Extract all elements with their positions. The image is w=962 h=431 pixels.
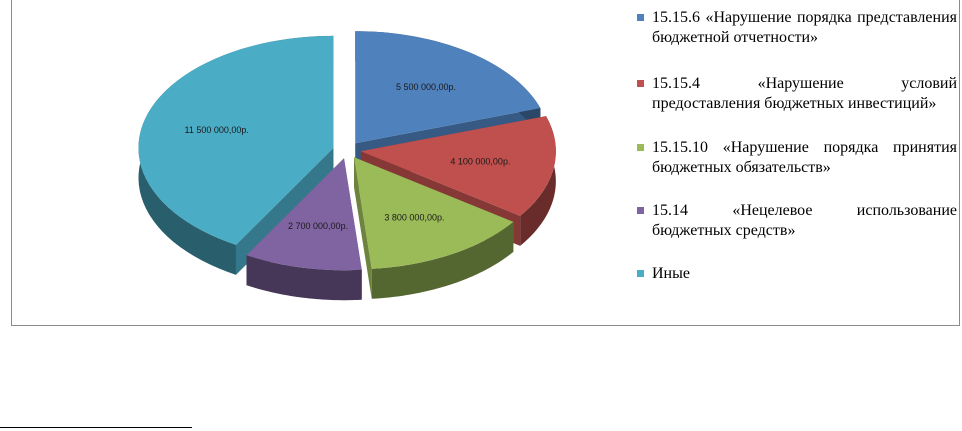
legend-swatch-15-15-4 [637,80,644,87]
pie-slice-15-15-10 [354,157,514,299]
legend-swatch-other [637,270,644,277]
pie-slice-15-14 [246,158,362,301]
chart-frame: 5 500 000,00р. 4 100 000,00р. 3 800 000,00… [11,0,960,326]
legend-swatch-15-14 [637,207,644,214]
legend-label-other: Иные [652,265,690,282]
legend-label-15-15-10: 15.15.10 «Нарушение порядка принятия бюд… [652,139,957,176]
data-label-15-15-10: 3 800 000,00р. [384,212,444,222]
footnote-rule [0,427,192,428]
legend-swatch-15-15-6 [637,14,644,21]
data-label-15-14: 2 700 000,00р. [288,221,348,231]
data-label-15-15-6: 5 500 000,00р. [396,82,456,92]
legend-label-15-15-4: 15.15.4 «Нарушение условий предоставлени… [652,75,957,112]
legend-label-15-15-6: 15.15.6 «Нарушение порядка представления… [652,9,957,46]
legend-swatch-15-15-10 [637,144,644,151]
data-label-other: 11 500 000,00р. [184,125,248,135]
pie-chart: 5 500 000,00р. 4 100 000,00р. 3 800 000,00… [138,31,556,301]
data-label-15-15-4: 4 100 000,00р. [450,156,510,166]
legend-label-15-14: 15.14 «Нецелевое использование бюджетных… [652,202,957,239]
